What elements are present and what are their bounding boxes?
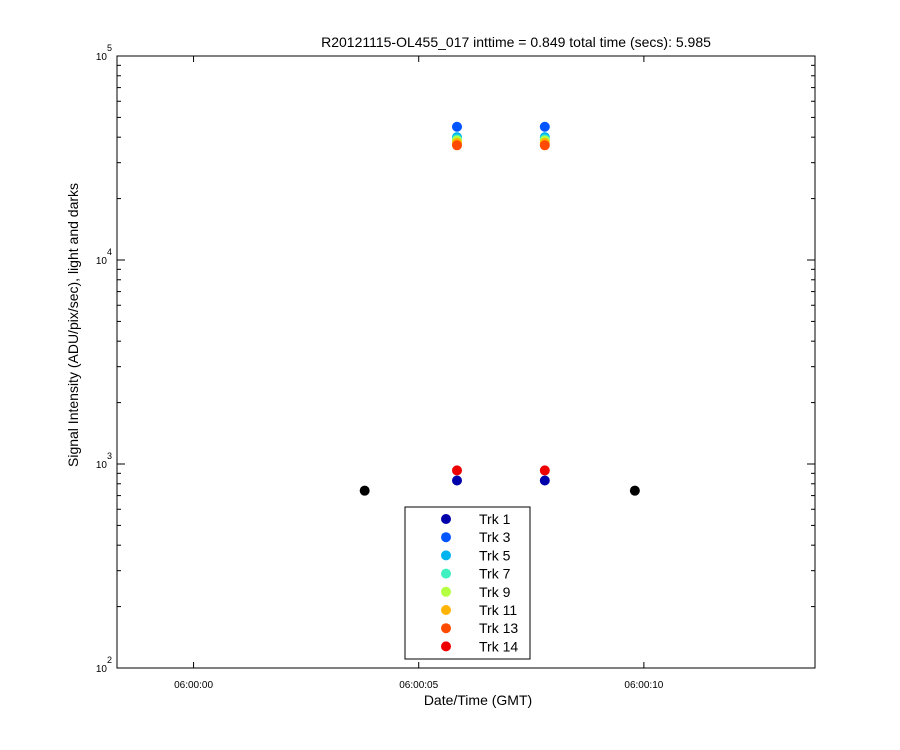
legend-marker [441,550,451,561]
legend-label: Trk 3 [479,529,511,545]
legend-marker [441,532,451,543]
legend-marker [441,605,451,615]
x-axis-label: Date/Time (GMT) [424,692,532,708]
legend-marker [441,641,451,652]
data-point [539,140,550,151]
x-tick-label: 06:00:05 [399,680,438,691]
y-tick-label-exp: 2 [107,655,112,665]
y-tick-label-exp: 3 [107,451,112,461]
data-point [539,475,550,486]
y-tick-label-base: 10 [96,52,108,63]
y-tick-label-exp: 5 [107,43,112,53]
data-point [451,121,462,132]
x-tick-label: 06:00:00 [174,680,213,691]
y-tick-label-base: 10 [96,664,108,675]
legend: Trk 1 Trk 3 Trk 5 Trk 7 Trk 9 Trk 11 Trk 13 Trk… [404,506,531,660]
legend-box [404,506,531,660]
legend-label: Trk 14 [479,638,518,654]
legend-marker [441,568,451,579]
data-point [451,140,462,151]
legend-label: Trk 13 [479,620,518,636]
legend-marker [441,586,451,597]
legend-label: Trk 9 [479,584,511,600]
dark-point [359,485,370,496]
x-tick-label: 06:00:10 [624,680,663,691]
legend-label: Trk 11 [479,602,517,618]
legend-label: Trk 7 [479,566,511,582]
chart-title: R20121115-OL455_017 inttime = 0.849 tota… [321,34,711,50]
data-marks [359,121,640,496]
data-point [451,465,462,476]
y-tick-label-base: 10 [96,256,108,267]
legend-marker [441,623,451,634]
y-tick-label-exp: 4 [107,247,112,257]
data-point [539,121,550,132]
legend-label: Trk 5 [479,547,511,563]
y-axis-label: Signal Intensity (ADU/pix/sec), light an… [65,183,81,467]
data-point [451,475,462,486]
legend-label: Trk 1 [479,511,511,527]
legend-marker [441,514,451,524]
y-tick-label-base: 10 [96,460,108,471]
dark-point [629,485,640,496]
data-point [539,465,550,476]
